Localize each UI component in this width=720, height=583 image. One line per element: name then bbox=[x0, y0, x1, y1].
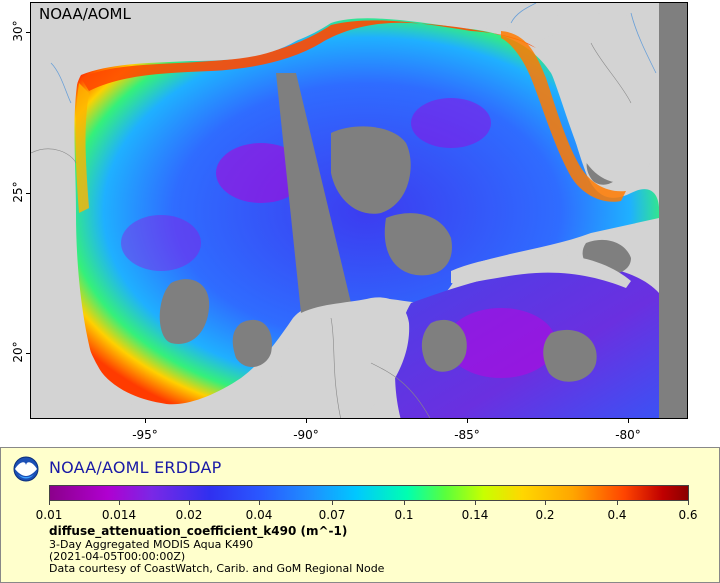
magenta-patch bbox=[216, 143, 306, 203]
colorbar-tick bbox=[404, 501, 405, 505]
colorbar-label: 0.07 bbox=[318, 508, 346, 522]
west-coast-band bbox=[75, 83, 89, 213]
colorbar-label: 0.014 bbox=[101, 508, 137, 522]
colorbar-tick bbox=[617, 501, 618, 505]
lat-tick bbox=[26, 193, 30, 194]
mexico-land bbox=[31, 173, 157, 418]
colorbar-tick bbox=[119, 501, 120, 505]
gulf-of-mexico-map bbox=[31, 3, 687, 418]
map-corner-label: NOAA/AOML bbox=[39, 5, 131, 23]
variable-name: diffuse_attenuation_coefficient_k490 (m^… bbox=[49, 524, 348, 538]
colorbar bbox=[49, 485, 689, 501]
product-name: 3-Day Aggregated MODIS Aqua K490 bbox=[49, 538, 254, 551]
lon-label-90: -90° bbox=[293, 428, 319, 442]
colorbar-label: 0.02 bbox=[175, 508, 203, 522]
noaa-logo-icon bbox=[13, 456, 39, 482]
cuba-land bbox=[451, 254, 631, 288]
colorbar-tick bbox=[688, 501, 689, 505]
colorbar-label: 0.2 bbox=[535, 508, 555, 522]
colorbar-tick bbox=[259, 501, 260, 505]
magenta-patch bbox=[121, 215, 201, 271]
legend-panel: NOAA/AOML ERDDAP 0.01 0.014 0.02 0.04 0.… bbox=[0, 447, 720, 583]
no-data-east-strip bbox=[659, 3, 687, 418]
colorbar-label: 0.01 bbox=[35, 508, 63, 522]
lat-label-30: 30° bbox=[11, 20, 25, 42]
lat-label-25: 25° bbox=[11, 181, 25, 203]
lon-label-80: -80° bbox=[615, 428, 641, 442]
us-land bbox=[31, 3, 687, 173]
colorbar-label: 0.14 bbox=[461, 508, 489, 522]
data-time: (2021-04-05T00:00:00Z) bbox=[49, 550, 186, 563]
florida-land bbox=[536, 21, 659, 184]
colorbar-tick bbox=[545, 501, 546, 505]
cloud-no-data bbox=[421, 319, 467, 372]
colorbar-tick bbox=[475, 501, 476, 505]
magenta-patch bbox=[411, 98, 491, 148]
cloud-no-data bbox=[384, 213, 452, 276]
political-boundaries bbox=[31, 42, 632, 418]
lon-label-85: -85° bbox=[454, 428, 480, 442]
lat-label-20: 20° bbox=[11, 341, 25, 363]
colorbar-label: 0.04 bbox=[245, 508, 273, 522]
florida-coast-band bbox=[501, 31, 626, 202]
colorbar-tick bbox=[189, 501, 190, 505]
lat-tick bbox=[26, 32, 30, 33]
yucatan-land bbox=[279, 297, 410, 418]
rivers bbox=[50, 3, 657, 104]
lat-tick bbox=[26, 353, 30, 354]
colorbar-label: 0.1 bbox=[394, 508, 414, 522]
lon-tick bbox=[306, 419, 307, 423]
cloud-no-data bbox=[159, 279, 210, 344]
map-panel: NOAA/AOML bbox=[30, 2, 688, 419]
cloud-no-data bbox=[331, 126, 411, 214]
colorbar-tick bbox=[332, 501, 333, 505]
colorbar-label: 0.4 bbox=[607, 508, 627, 522]
lon-tick bbox=[467, 419, 468, 423]
data-credit: Data courtesy of CoastWatch, Carib. and … bbox=[49, 562, 385, 575]
lon-tick bbox=[145, 419, 146, 423]
cloud-no-data bbox=[232, 319, 272, 368]
colorbar-label: 0.6 bbox=[678, 508, 698, 522]
magenta-patch bbox=[446, 308, 556, 378]
lon-tick bbox=[628, 419, 629, 423]
legend-title: NOAA/AOML ERDDAP bbox=[49, 458, 222, 477]
no-data-swath bbox=[276, 73, 351, 313]
lon-label-95: -95° bbox=[132, 428, 158, 442]
cloud-no-data bbox=[543, 329, 597, 382]
colorbar-tick bbox=[49, 501, 50, 505]
